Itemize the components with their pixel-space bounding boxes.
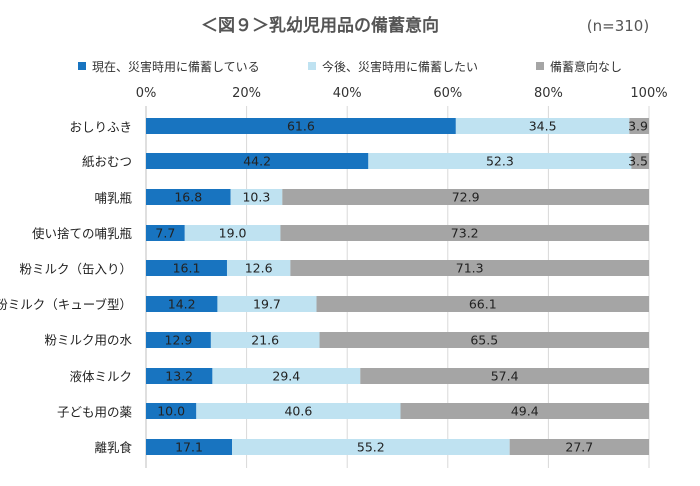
- category-label: おしりふき: [69, 120, 132, 135]
- chart-title: ＜図９＞乳幼児用品の備蓄意向: [201, 15, 439, 36]
- x-tick-label: 80%: [534, 86, 563, 101]
- data-label: 49.4: [511, 404, 539, 419]
- data-label: 3.9: [628, 119, 648, 134]
- bar-segment: [368, 153, 632, 169]
- x-tick-label: 20%: [232, 86, 261, 101]
- data-label: 16.1: [173, 261, 201, 276]
- data-label: 29.4: [272, 369, 300, 384]
- bar-segment: [217, 296, 317, 312]
- bars: [146, 118, 649, 455]
- data-label: 73.2: [451, 226, 479, 241]
- data-label: 44.2: [243, 154, 271, 169]
- bar-segment: [319, 332, 649, 348]
- data-label: 14.2: [168, 297, 196, 312]
- data-label: 57.4: [491, 369, 519, 384]
- bar-segment: [360, 368, 649, 384]
- x-tick-label: 40%: [333, 86, 362, 101]
- legend-label-none: 備蓄意向なし: [550, 59, 622, 74]
- data-label: 65.5: [470, 333, 498, 348]
- category-label: 粉ミルク（缶入り）: [19, 262, 132, 277]
- bar-segment: [146, 439, 233, 455]
- data-label: 40.6: [284, 404, 312, 419]
- category-label: 子ども用の薬: [57, 405, 133, 420]
- bar-segment: [280, 225, 649, 241]
- legend-label-future: 今後、災害時用に備蓄したい: [322, 59, 478, 74]
- bar-segment: [196, 403, 401, 419]
- data-label: 21.6: [251, 333, 279, 348]
- category-label: 離乳食: [94, 440, 132, 455]
- data-label: 16.8: [174, 190, 202, 205]
- data-labels: 61.6 34.5 3.9 44.2 52.3 3.5 16.8 10.3 72.9 7.7 19.…: [155, 119, 648, 455]
- data-label: 19.7: [253, 297, 281, 312]
- data-label: 52.3: [486, 154, 514, 169]
- data-label: 27.7: [565, 440, 593, 455]
- data-label: 34.5: [529, 119, 557, 134]
- legend-swatch-none: [536, 62, 544, 70]
- data-label: 13.2: [165, 369, 193, 384]
- bar-segment: [146, 153, 369, 169]
- data-label: 55.2: [357, 440, 385, 455]
- data-label: 72.9: [452, 190, 480, 205]
- category-labels: おしりふき 紙おむつ 哺乳瓶 使い捨ての哺乳瓶 粉ミルク（缶入り） 粉ミルク（キ…: [0, 120, 132, 456]
- data-label: 10.3: [242, 190, 270, 205]
- data-label: 66.1: [469, 297, 497, 312]
- bar-segment: [509, 439, 649, 455]
- sample-size-note: (n=310): [587, 17, 649, 35]
- bar-segment: [230, 189, 283, 205]
- data-label: 61.6: [287, 119, 315, 134]
- bar-segment: [455, 118, 630, 134]
- bar-segment: [184, 225, 281, 241]
- bar-segment: [146, 296, 218, 312]
- bar-segment: [629, 118, 649, 134]
- legend: 現在、災害時用に備蓄している 今後、災害時用に備蓄したい 備蓄意向なし: [78, 59, 622, 74]
- data-label: 19.0: [219, 226, 247, 241]
- bar-segment: [232, 439, 510, 455]
- bar-segment: [146, 189, 231, 205]
- legend-swatch-current: [78, 62, 86, 70]
- bar-segment: [290, 260, 649, 276]
- data-label: 71.3: [456, 261, 484, 276]
- bar-segment: [146, 332, 211, 348]
- bar-segment: [282, 189, 649, 205]
- category-label: 哺乳瓶: [94, 191, 132, 206]
- category-label: 使い捨ての哺乳瓶: [32, 226, 132, 241]
- data-label: 17.1: [175, 440, 203, 455]
- data-label: 12.9: [165, 333, 193, 348]
- category-label: 液体ミルク: [69, 369, 132, 384]
- bar-segment: [400, 403, 649, 419]
- bar-segment: [212, 368, 361, 384]
- bar-segment: [226, 260, 291, 276]
- legend-swatch-future: [308, 62, 316, 70]
- bar-segment: [146, 368, 213, 384]
- bar-segment: [146, 260, 227, 276]
- data-label: 3.5: [628, 154, 648, 169]
- bar-segment: [631, 153, 649, 169]
- x-tick-label: 0%: [136, 86, 157, 101]
- data-label: 7.7: [155, 226, 175, 241]
- x-tick-label: 100%: [630, 86, 667, 101]
- bar-segment: [316, 296, 649, 312]
- category-label: 粉ミルク用の水: [44, 333, 132, 348]
- category-label: 紙おむつ: [82, 154, 132, 169]
- bar-segment: [146, 403, 197, 419]
- bar-segment: [210, 332, 320, 348]
- category-label: 粉ミルク（キューブ型）: [0, 297, 132, 312]
- bar-segment: [146, 225, 185, 241]
- data-label: 12.6: [245, 261, 273, 276]
- data-label: 10.0: [157, 404, 185, 419]
- x-tick-label: 60%: [433, 86, 462, 101]
- bar-segment: [146, 118, 456, 134]
- legend-label-current: 現在、災害時用に備蓄している: [92, 59, 260, 74]
- x-axis: 0% 20% 40% 60% 80% 100%: [136, 86, 668, 101]
